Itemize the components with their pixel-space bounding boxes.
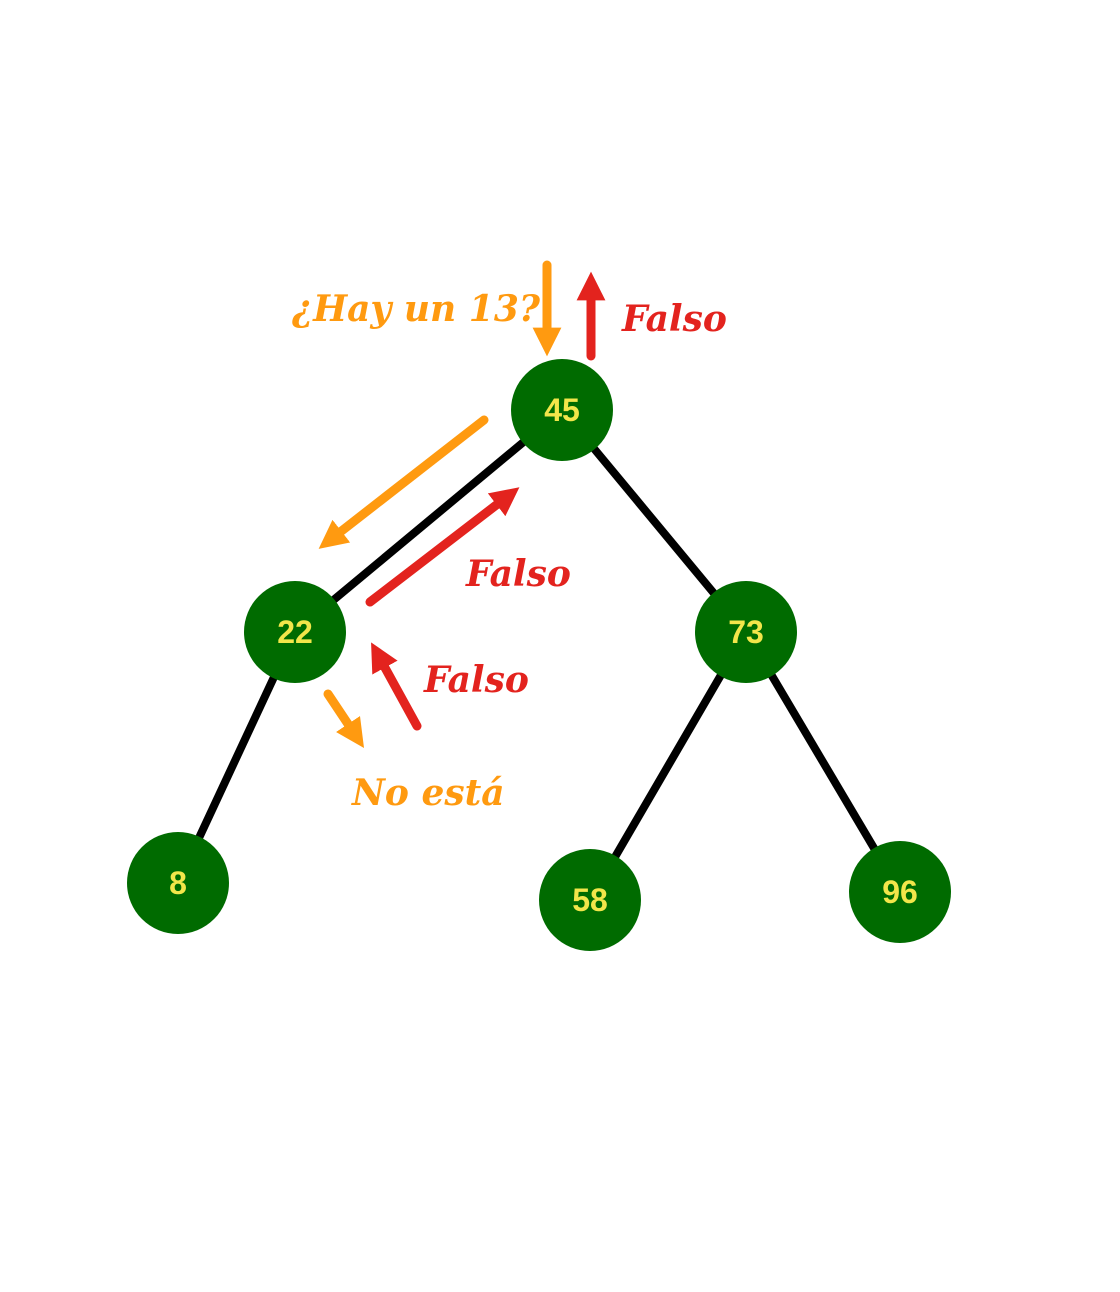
tree-node-58: 58 <box>539 849 641 951</box>
tree-node-45: 45 <box>511 359 613 461</box>
query-annotation: ¿Hay un 13? <box>291 288 541 330</box>
node-circle <box>695 581 797 683</box>
tree-node-8: 8 <box>127 832 229 934</box>
node-value: 96 <box>882 874 918 910</box>
node-circle <box>244 581 346 683</box>
tree-node-22: 22 <box>244 581 346 683</box>
node-value: 73 <box>728 614 764 650</box>
tree-node-73: 73 <box>695 581 797 683</box>
edge-73-58 <box>586 629 750 903</box>
arrow-root-to-22 <box>318 415 489 549</box>
edge-45-22 <box>292 406 565 636</box>
not-found-annotation: No está <box>351 772 505 814</box>
tree-node-96: 96 <box>849 841 951 943</box>
return-annotation-root: Falso <box>621 298 727 340</box>
node-circle <box>127 832 229 934</box>
return-annotation-left: Falso <box>423 659 529 701</box>
arrow-empty-to-22 <box>371 642 422 731</box>
return-path-arrows <box>365 271 606 731</box>
node-value: 22 <box>277 614 313 650</box>
node-value: 8 <box>169 865 187 901</box>
node-circle <box>849 841 951 943</box>
return-annotation-edge: Falso <box>465 553 571 595</box>
query-path-arrows <box>318 260 562 748</box>
arrow-22-to-root <box>365 487 520 607</box>
node-circle <box>511 359 613 461</box>
node-circle <box>539 849 641 951</box>
arrow-22-to-empty <box>323 689 364 748</box>
node-value: 45 <box>544 392 580 428</box>
node-value: 58 <box>572 882 608 918</box>
